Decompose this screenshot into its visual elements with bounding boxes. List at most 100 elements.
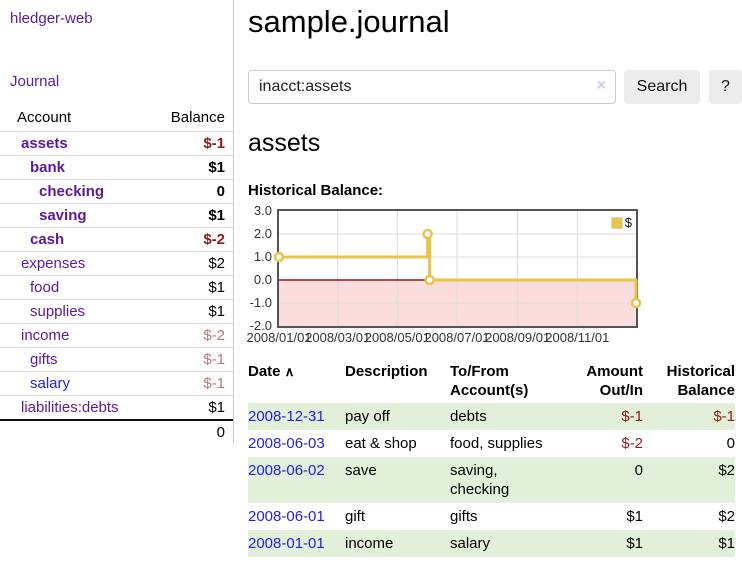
balance-column-header: Historical Balance <box>643 359 735 403</box>
app-title[interactable]: hledger-web <box>0 10 233 27</box>
description-column-header: Description <box>345 359 450 403</box>
account-balance: $1 <box>140 204 233 228</box>
transaction-description: income <box>345 530 450 557</box>
legend-swatch-icon <box>611 217 623 229</box>
x-tick-label: 2008/07/01 <box>424 330 489 345</box>
y-tick-label: 0.0 <box>254 272 272 287</box>
x-tick-label: 2008/11/01 <box>545 330 609 345</box>
transaction-amount: $1 <box>564 503 643 530</box>
register-row: 2008-01-01 income salary $1 $1 <box>248 530 735 557</box>
clear-search-icon[interactable]: × <box>597 77 606 95</box>
accounts-total-value: 0 <box>140 420 233 444</box>
page-title: sample.journal <box>248 4 742 40</box>
transaction-balance: $2 <box>643 457 735 503</box>
account-link-salary[interactable]: salary <box>30 375 70 392</box>
account-row-supplies: supplies $1 <box>0 300 233 324</box>
transaction-date-link[interactable]: 2008-06-03 <box>248 435 325 452</box>
chart-y-axis: 3.02.01.00.0-1.0-2.0 <box>248 209 277 328</box>
account-balance: $1 <box>140 156 233 180</box>
transaction-balance: $2 <box>643 503 735 530</box>
transaction-balance: 0 <box>643 430 735 457</box>
account-row-bank: bank $1 <box>0 156 233 180</box>
sidebar: hledger-web Journal Account Balance asse… <box>0 0 234 444</box>
transaction-date-link[interactable]: 2008-01-01 <box>248 535 325 552</box>
balance-column-header: Balance <box>140 106 233 132</box>
account-link-expenses[interactable]: expenses <box>21 255 85 272</box>
account-link-saving[interactable]: saving <box>39 207 87 224</box>
account-balance: $-1 <box>140 132 233 156</box>
transaction-description: gift <box>345 503 450 530</box>
transaction-date-link[interactable]: 2008-06-01 <box>248 508 325 525</box>
account-row-liabilities-debts: liabilities:debts $1 <box>0 396 233 421</box>
accounts-column-header: To/From Account(s) <box>450 359 564 403</box>
y-tick-label: 2.0 <box>254 226 272 241</box>
transaction-balance: $1 <box>643 530 735 557</box>
historical-balance-chart: 3.02.01.00.0-1.0-2.0 $ <box>248 209 742 328</box>
transaction-amount: $-2 <box>564 430 643 457</box>
register-header-row: Date ∧ Description To/From Account(s) Am… <box>248 359 735 403</box>
transaction-accounts: debts <box>450 403 564 430</box>
account-heading: assets <box>248 129 742 158</box>
account-balance: $2 <box>140 252 233 276</box>
chart-title: Historical Balance: <box>248 182 742 199</box>
x-tick-label: 2008/09/01 <box>485 330 550 345</box>
account-row-assets: assets $-1 <box>0 132 233 156</box>
search-input[interactable] <box>248 70 616 104</box>
transaction-amount: $-1 <box>564 403 643 430</box>
y-tick-label: -1.0 <box>250 295 272 310</box>
account-link-cash[interactable]: cash <box>30 231 64 248</box>
account-balance: $1 <box>140 396 233 421</box>
account-link-food[interactable]: food <box>30 279 59 296</box>
register-row: 2008-06-03 eat & shop food, supplies $-2… <box>248 430 735 457</box>
accounts-header-row: Account Balance <box>0 106 233 132</box>
chart-canvas <box>279 211 636 326</box>
account-row-expenses: expenses $2 <box>0 252 233 276</box>
x-tick-label: 2008/05/01 <box>365 330 430 345</box>
help-button[interactable]: ? <box>709 70 742 104</box>
account-link-gifts[interactable]: gifts <box>30 351 58 368</box>
legend-label: $ <box>625 215 632 230</box>
account-link-assets[interactable]: assets <box>21 135 68 152</box>
accounts-table: Account Balance assets $-1 bank $1 check… <box>0 106 233 444</box>
chart-x-axis: 2008/01/012008/03/012008/05/012008/07/01… <box>248 330 742 347</box>
transaction-description: pay off <box>345 403 450 430</box>
account-link-income[interactable]: income <box>21 327 69 344</box>
account-row-saving: saving $1 <box>0 204 233 228</box>
account-balance: $-2 <box>140 324 233 348</box>
transaction-date-link[interactable]: 2008-06-02 <box>248 462 325 479</box>
account-balance: 0 <box>140 180 233 204</box>
main-panel: sample.journal × Search ? assets Histori… <box>234 0 742 557</box>
account-row-cash: cash $-2 <box>0 228 233 252</box>
transaction-amount: 0 <box>564 457 643 503</box>
x-tick-label: 2008/03/01 <box>305 330 370 345</box>
account-link-checking[interactable]: checking <box>39 183 104 200</box>
sort-ascending-icon: ∧ <box>285 364 295 379</box>
account-link-liabilities-debts[interactable]: liabilities:debts <box>21 399 119 416</box>
page: hledger-web Journal Account Balance asse… <box>0 0 742 557</box>
account-row-food: food $1 <box>0 276 233 300</box>
transaction-description: save <box>345 457 450 503</box>
account-balance: $-1 <box>140 372 233 396</box>
account-row-income: income $-2 <box>0 324 233 348</box>
date-column-header[interactable]: Date ∧ <box>248 359 345 403</box>
transaction-balance: $-1 <box>643 403 735 430</box>
accounts-total-row: 0 <box>0 420 233 444</box>
account-link-supplies[interactable]: supplies <box>30 303 85 320</box>
register-row: 2008-06-02 save saving, checking 0 $2 <box>248 457 735 503</box>
account-balance: $1 <box>140 300 233 324</box>
account-link-bank[interactable]: bank <box>30 159 65 176</box>
register-row: 2008-12-31 pay off debts $-1 $-1 <box>248 403 735 430</box>
x-tick-label: 2008/01/01 <box>246 330 311 345</box>
search-button[interactable]: Search <box>624 70 700 104</box>
chart-legend: $ <box>611 215 632 230</box>
transaction-date-link[interactable]: 2008-12-31 <box>248 408 325 425</box>
sidebar-item-journal[interactable]: Journal <box>0 73 59 90</box>
y-tick-label: 1.0 <box>254 249 272 264</box>
account-row-checking: checking 0 <box>0 180 233 204</box>
account-balance: $-2 <box>140 228 233 252</box>
transaction-amount: $1 <box>564 530 643 557</box>
transaction-accounts: gifts <box>450 503 564 530</box>
transaction-accounts: food, supplies <box>450 430 564 457</box>
transaction-accounts: saving, checking <box>450 457 564 503</box>
account-row-salary: salary $-1 <box>0 372 233 396</box>
